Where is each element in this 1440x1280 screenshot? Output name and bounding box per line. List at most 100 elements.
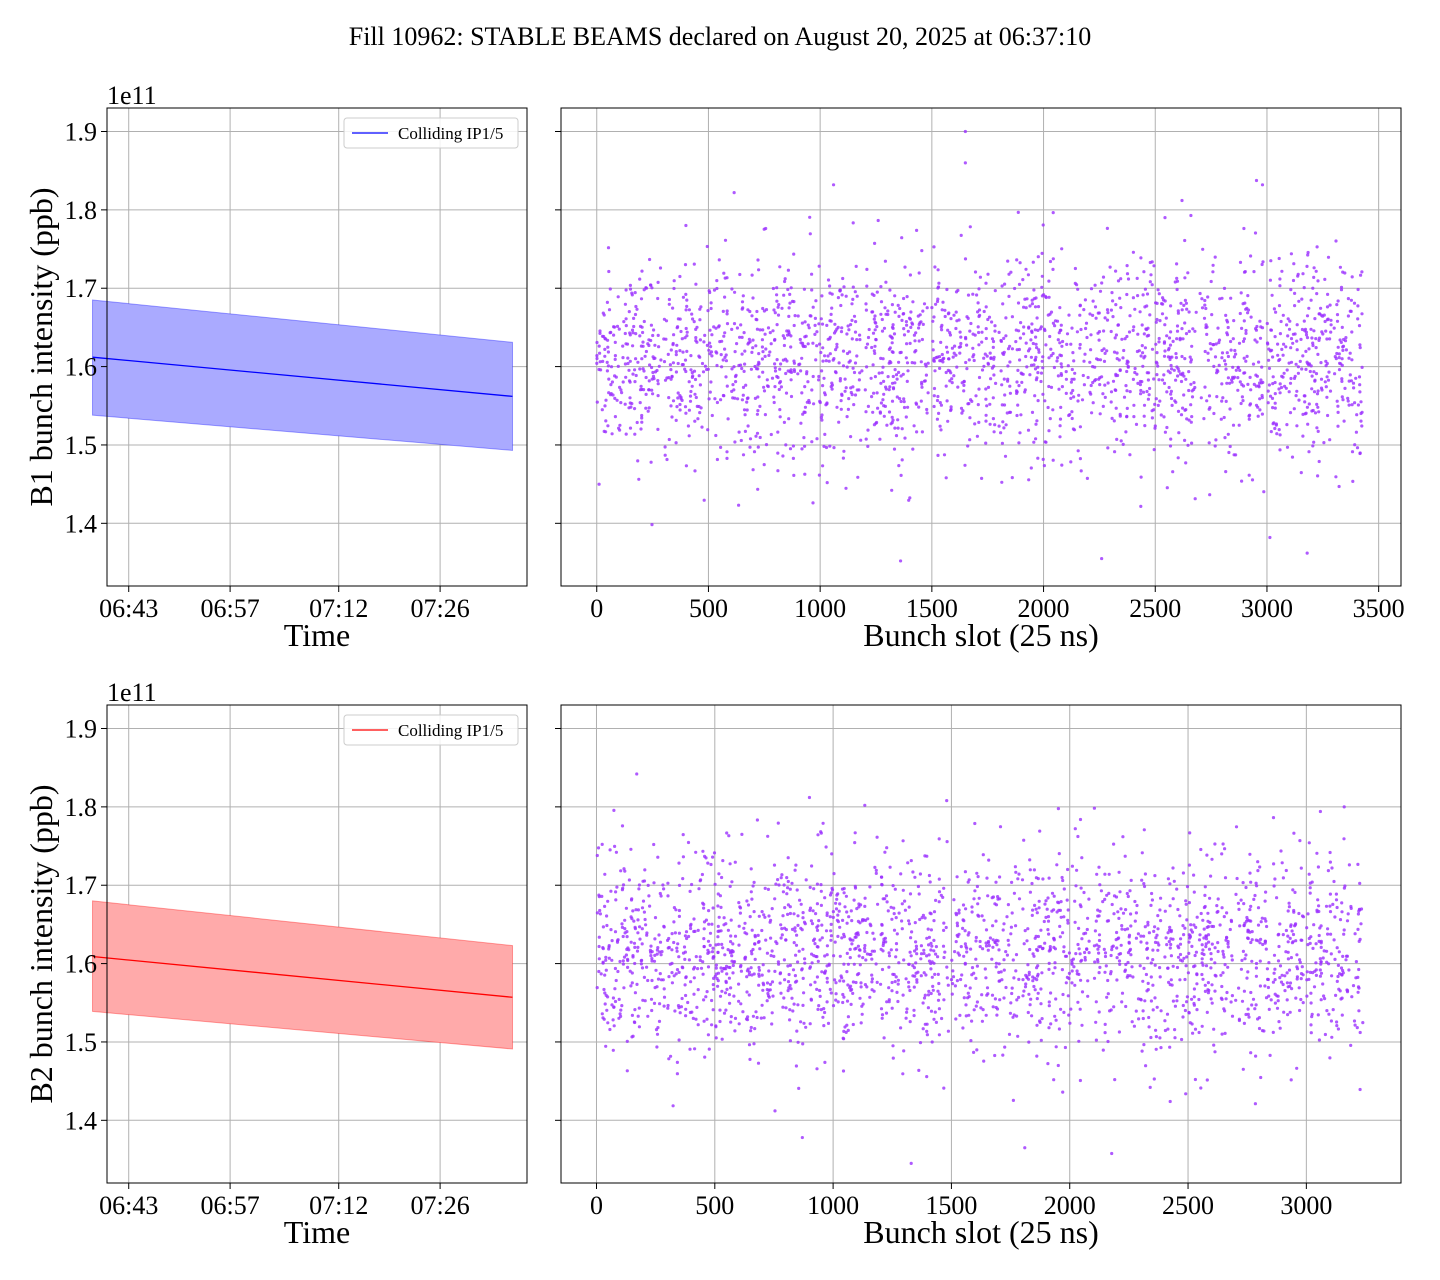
scatter-point	[724, 980, 728, 985]
scatter-point	[1155, 351, 1159, 355]
scatter-point	[729, 934, 733, 938]
scatter-point	[1190, 441, 1194, 445]
scatter-point	[1258, 336, 1263, 340]
scatter-point	[893, 294, 897, 298]
scatter-point	[1156, 364, 1160, 368]
scatter-point	[752, 450, 757, 454]
scatter-point	[1318, 974, 1322, 978]
scatter-point	[918, 917, 922, 922]
scatter-point	[984, 928, 989, 932]
scatter-point	[914, 944, 919, 948]
scatter-point	[773, 1109, 777, 1113]
scatter-point	[1031, 908, 1035, 912]
scatter-point	[1192, 1003, 1196, 1007]
scatter-point	[1155, 933, 1159, 937]
scatter-point	[1132, 325, 1136, 329]
scatter-point	[1026, 927, 1030, 931]
scatter-point	[808, 215, 812, 219]
scatter-point	[604, 993, 608, 998]
scatter-point	[778, 408, 782, 412]
scatter-point	[792, 368, 796, 372]
scatter-point	[784, 443, 788, 447]
scatter-point	[845, 999, 850, 1003]
scatter-point	[1184, 899, 1188, 903]
scatter-point	[1275, 432, 1279, 436]
scatter-point	[1271, 355, 1275, 359]
scatter-point	[1085, 947, 1089, 951]
scatter-point	[607, 269, 611, 274]
scatter-point	[925, 954, 929, 958]
scatter-point	[950, 992, 954, 996]
scatter-point	[637, 887, 641, 891]
scatter-point	[807, 795, 812, 800]
scatter-point	[931, 319, 935, 323]
scatter-point	[1336, 299, 1340, 303]
scatter-point	[954, 1017, 958, 1021]
scatter-point	[1027, 325, 1031, 329]
scatter-point	[841, 918, 845, 923]
scatter-point	[653, 937, 657, 941]
scatter-point	[1082, 383, 1086, 387]
scatter-point	[1008, 344, 1012, 348]
scatter-point	[1226, 965, 1230, 969]
scatter-point	[1330, 866, 1334, 870]
scatter-point	[964, 984, 968, 988]
scatter-point	[875, 391, 879, 395]
scatter-point	[997, 970, 1001, 975]
scatter-point	[1147, 393, 1151, 397]
scatter-point	[1335, 905, 1339, 910]
scatter-point	[840, 392, 844, 396]
scatter-point	[1223, 963, 1227, 967]
scatter-point	[1248, 375, 1252, 379]
scatter-point	[1145, 334, 1149, 338]
scatter-point	[977, 896, 981, 900]
scatter-point	[761, 306, 765, 311]
scatter-point	[1178, 914, 1182, 918]
scatter-point	[1105, 349, 1109, 353]
scatter-point	[1168, 1099, 1172, 1104]
scatter-point	[779, 991, 783, 995]
scatter-point	[747, 337, 752, 341]
scatter-point	[1252, 897, 1256, 902]
scatter-point	[1307, 872, 1311, 876]
scatter-point	[762, 983, 766, 987]
scatter-point	[674, 441, 678, 445]
scatter-point	[711, 955, 715, 959]
scatter-point	[811, 909, 815, 913]
scatter-point	[940, 308, 944, 312]
scatter-point	[1002, 336, 1006, 340]
scatter-point	[1198, 291, 1202, 296]
scatter-point	[944, 370, 948, 375]
scatter-point	[774, 882, 778, 886]
scatter-point	[1288, 411, 1293, 415]
scatter-point	[609, 928, 613, 932]
scatter-point	[1109, 390, 1114, 394]
scatter-point	[756, 933, 760, 938]
scatter-point	[1326, 378, 1331, 382]
scatter-point	[1315, 402, 1319, 406]
scatter-point	[912, 333, 917, 337]
scatter-point	[1139, 504, 1143, 508]
scatter-point	[990, 957, 994, 961]
scatter-point	[1111, 379, 1116, 383]
scatter-point	[932, 394, 936, 398]
scatter-point	[1131, 250, 1135, 254]
scatter-point	[687, 380, 691, 384]
scatter-point	[926, 993, 931, 997]
scatter-point	[1288, 981, 1293, 985]
scatter-point	[1243, 957, 1247, 961]
scatter-point	[1115, 946, 1119, 950]
scatter-point	[1143, 346, 1147, 350]
scatter-point	[1149, 961, 1153, 965]
scatter-point	[1082, 890, 1086, 895]
scatter-point	[684, 308, 688, 312]
scatter-point	[933, 265, 937, 269]
scatter-point	[1089, 348, 1093, 352]
scatter-point	[1326, 317, 1330, 321]
scatter-point	[891, 387, 896, 391]
scatter-point	[1319, 313, 1323, 317]
scatter-point	[1118, 296, 1122, 300]
scatter-point	[613, 396, 617, 400]
scatter-point	[825, 913, 829, 918]
scatter-point	[1216, 941, 1220, 945]
